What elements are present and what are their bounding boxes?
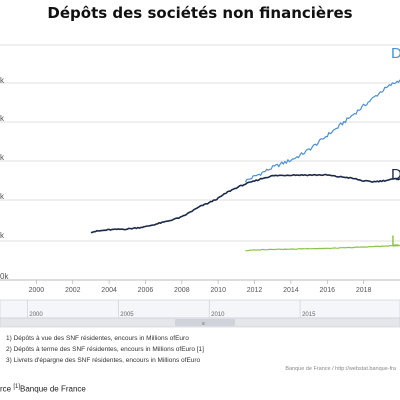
source-prefix: rce bbox=[0, 384, 14, 394]
legend-item-1[interactable]: 1) Dépôts à vue des SNF résidentes, enco… bbox=[6, 335, 189, 342]
series-end-label-2: D bbox=[391, 166, 400, 183]
y-tick-label: k bbox=[0, 231, 5, 240]
x-tick-label: 2006 bbox=[138, 287, 154, 294]
navigator-tick-label: 2010 bbox=[211, 312, 225, 318]
source-text: Banque de France bbox=[20, 384, 86, 394]
navigator[interactable]: ≡ 2000 2005 2010 2015 bbox=[0, 299, 400, 328]
navigator-tick-label: 2000 bbox=[29, 312, 43, 318]
x-tick-label: 2012 bbox=[247, 287, 263, 294]
series-end-label-3: L bbox=[391, 233, 399, 250]
series-line-2 bbox=[90, 173, 400, 234]
y-tick-label: k bbox=[0, 114, 5, 123]
chart-title: Dépôts des sociétés non financières bbox=[47, 4, 353, 22]
series-line-1 bbox=[244, 79, 400, 183]
x-tick-label: 2018 bbox=[356, 287, 372, 294]
source-ref: [1] bbox=[13, 384, 21, 390]
x-tick-label: 2010 bbox=[210, 287, 226, 294]
y-axis-ticks: k k k k k 0k bbox=[0, 76, 9, 281]
scrollbar-grip-icon: ≡ bbox=[202, 321, 205, 327]
scrollbar-thumb[interactable] bbox=[175, 319, 235, 326]
x-tick-label: 2002 bbox=[65, 287, 81, 294]
series-lines bbox=[90, 79, 400, 252]
x-tick-label: 2008 bbox=[174, 287, 190, 294]
legend: 1) Dépôts à vue des SNF résidentes, enco… bbox=[0, 331, 400, 375]
x-axis-ticks: 2000 2002 2004 2006 2008 2010 2012 2014 2016 2018 bbox=[29, 280, 372, 294]
navigator-track[interactable] bbox=[0, 299, 400, 319]
grid bbox=[0, 44, 400, 242]
credit-text: Banque de France / http://webstat.banque… bbox=[285, 366, 396, 372]
y-tick-label: 0k bbox=[0, 272, 9, 281]
source-line: rce [1]Banque de France bbox=[0, 384, 86, 394]
y-tick-label: k bbox=[0, 192, 5, 201]
navigator-tick-label: 2015 bbox=[302, 312, 316, 318]
x-tick-label: 2014 bbox=[283, 287, 299, 294]
series-end-labels: D D L bbox=[391, 45, 400, 250]
y-tick-label: k bbox=[0, 153, 5, 162]
x-tick-label: 2000 bbox=[29, 287, 45, 294]
series-end-label-1: D bbox=[391, 45, 400, 62]
x-tick-label: 2004 bbox=[101, 287, 117, 294]
series-line-3 bbox=[245, 244, 400, 252]
navigator-tick-label: 2005 bbox=[120, 312, 134, 318]
legend-item-3[interactable]: 3) Livrets d'épargne des SNF résidentes,… bbox=[6, 357, 201, 364]
y-tick-label: k bbox=[0, 76, 5, 85]
x-tick-label: 2016 bbox=[319, 287, 335, 294]
legend-item-2[interactable]: 2) Dépôts à terme des SNF résidentes, en… bbox=[6, 346, 204, 353]
